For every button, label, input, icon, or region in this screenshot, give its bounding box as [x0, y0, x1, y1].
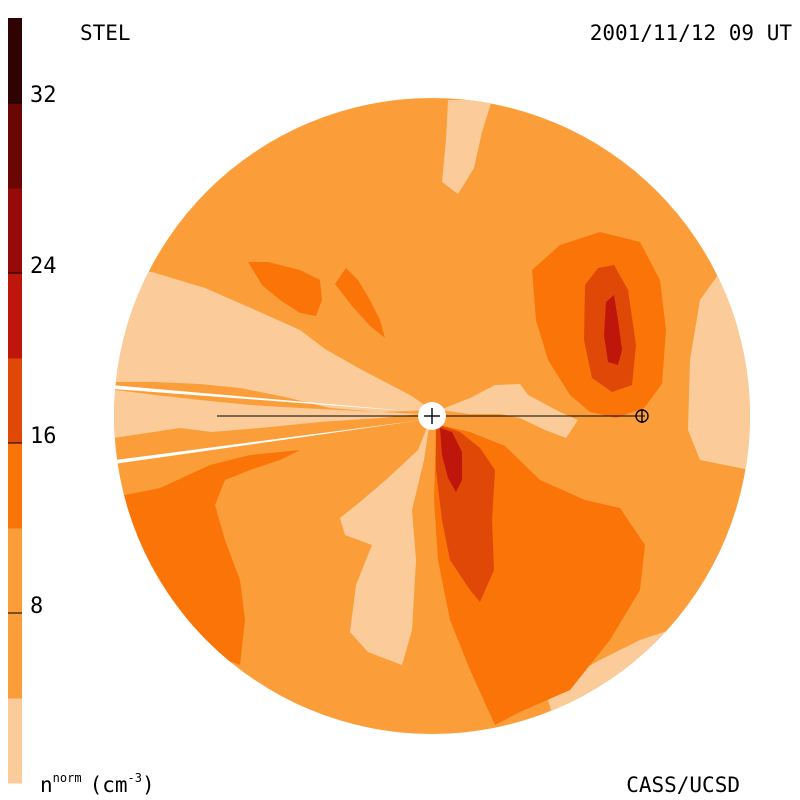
contour-level-2-northwest-sliver — [335, 268, 385, 338]
contour-level-0-east-patch — [440, 384, 578, 438]
colorbar-tick-label-24: 24 — [30, 254, 57, 279]
contour-level-0-south-spur — [340, 420, 430, 665]
contour-level-2-northwest-streak — [248, 262, 322, 316]
data-gap-west-upper — [114, 384, 420, 412]
contour-level-0-north — [442, 100, 492, 194]
sun-marker — [418, 402, 446, 430]
colorbar-level-7 — [8, 18, 22, 104]
contour-level-0-west-wedge — [114, 388, 420, 440]
contour-level-4-east-peak — [604, 295, 622, 365]
data-gap-west-lower — [114, 420, 422, 466]
contour-level-0-east-rim — [688, 272, 750, 470]
credit-label: CASS/UCSD — [626, 773, 740, 797]
colorbar-level-2 — [8, 443, 22, 529]
contour-level-0-west-lobe — [114, 270, 432, 412]
colorbar-tick-label-16: 16 — [30, 424, 57, 449]
colorbar-tick-label-32: 32 — [30, 83, 57, 108]
contour-level-4-south-peak — [440, 428, 462, 492]
earth-icon — [635, 409, 649, 423]
colorbar-unit-label: nnorm (cm-3) — [40, 771, 155, 797]
timestamp-label: 2001/11/12 09 UT — [590, 21, 793, 45]
colorbar-level-6 — [8, 103, 22, 189]
colorbar-tick-label-8: 8 — [30, 594, 43, 619]
colorbar-level-5 — [8, 188, 22, 274]
colorbar-level-3 — [8, 358, 22, 444]
colorbar — [8, 18, 22, 784]
colorbar-ticks — [8, 102, 22, 614]
chart-title: STEL — [80, 21, 131, 45]
colorbar-level-4 — [8, 273, 22, 359]
colorbar-level-0 — [8, 698, 22, 784]
